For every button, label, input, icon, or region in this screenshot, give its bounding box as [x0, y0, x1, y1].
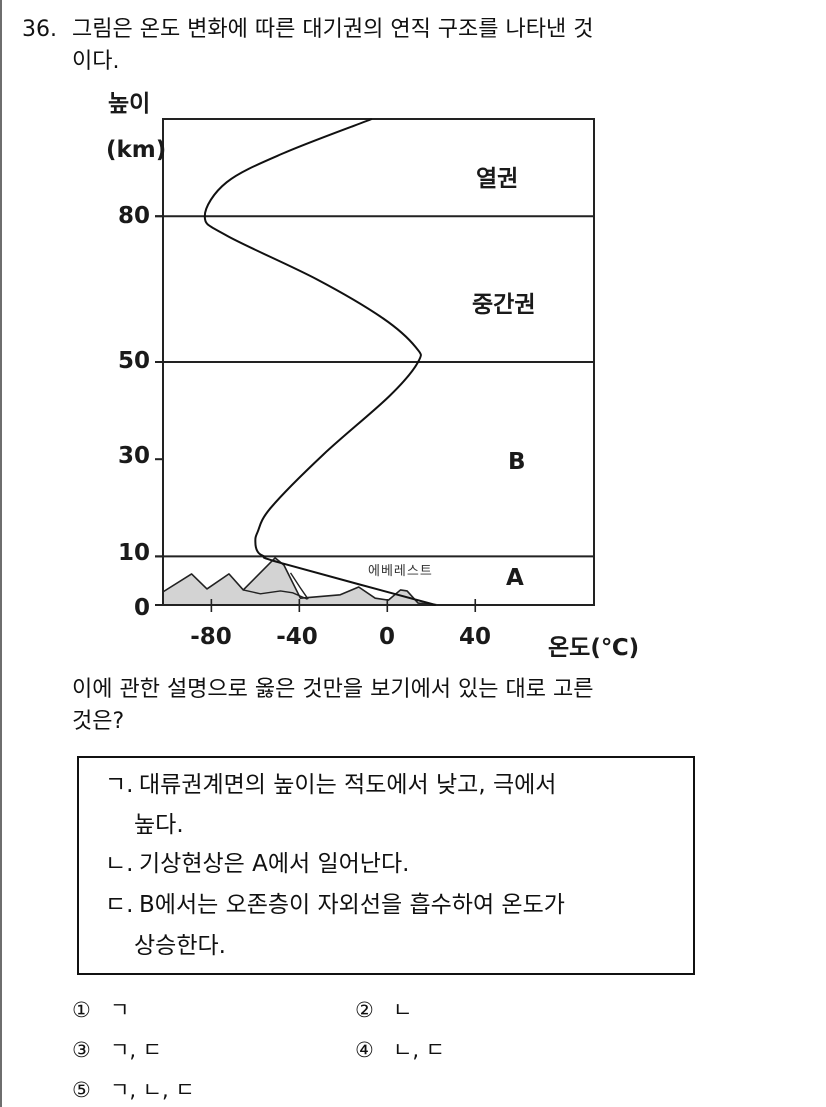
- y-axis-unit: (km): [106, 137, 167, 163]
- choice-3-text: ㄱ, ㄷ: [110, 1038, 162, 1062]
- mountain-profile: [162, 557, 441, 606]
- question-prompt-line2: 것은?: [72, 709, 125, 734]
- mountain-ridge-line: [289, 572, 309, 600]
- x-tick-label-40: 40: [458, 624, 491, 650]
- choice-1-text: ㄱ: [110, 998, 130, 1022]
- choice-4-text: ㄴ, ㄷ: [393, 1038, 445, 1062]
- mountain-ridge-line: [243, 589, 308, 600]
- everest-annotation: 에베레스트: [368, 564, 433, 579]
- choice-3-number: ③: [72, 1038, 91, 1062]
- question-stem-line1: 그림은 온도 변화에 따른 대기권의 연직 구조를 나타낸 것: [72, 17, 594, 42]
- choice-4[interactable]: ④ ㄴ, ㄷ: [355, 1037, 445, 1063]
- choice-5[interactable]: ⑤ ㄱ, ㄴ, ㄷ: [72, 1077, 195, 1103]
- question-stem-line2: 이다.: [72, 49, 120, 74]
- statement-marker-nieun: ㄴ.: [105, 851, 134, 877]
- choice-3[interactable]: ③ ㄱ, ㄷ: [72, 1037, 162, 1063]
- temperature-curve: [203, 118, 436, 606]
- x-tick-label-0: 0: [378, 624, 395, 650]
- y-tick-label-0: 0: [133, 595, 150, 621]
- y-tick-label-50: 50: [117, 348, 150, 374]
- choice-2-number: ②: [355, 998, 374, 1022]
- y-tick-label-30: 30: [117, 443, 150, 469]
- statement-giyeok-line1: 대류권계면의 높이는 적도에서 낮고, 극에서: [139, 772, 557, 798]
- question-prompt-line1: 이에 관한 설명으로 옳은 것만을 보기에서 있는 대로 고른: [72, 677, 594, 702]
- x-tick-label-minus80: -80: [190, 624, 232, 650]
- atmosphere-temperature-chart: [155, 118, 595, 612]
- choice-5-text: ㄱ, ㄴ, ㄷ: [110, 1078, 195, 1102]
- statement-giyeok-line2: 높다.: [134, 812, 184, 838]
- statement-marker-digeut: ㄷ.: [105, 892, 134, 918]
- x-axis-label: 온도(℃): [548, 635, 640, 661]
- region-label-a: A: [506, 565, 524, 591]
- statement-digeut-line1: B에서는 오존층이 자외선을 흡수하여 온도가: [139, 892, 565, 918]
- statement-digeut-line2: 상승한다.: [134, 933, 226, 959]
- axis-ticks: [155, 215, 477, 612]
- mountain-terrain: [162, 557, 441, 606]
- y-axis-label: 높이: [108, 91, 151, 117]
- statements-box: ㄱ. 대류권계면의 높이는 적도에서 낮고, 극에서 높다. ㄴ. 기상현상은 …: [77, 756, 695, 975]
- statement-nieun-line1: 기상현상은 A에서 일어난다.: [139, 851, 410, 877]
- y-tick-label-80: 80: [117, 203, 150, 229]
- choice-1-number: ①: [72, 998, 91, 1022]
- page-left-border: [0, 0, 2, 1107]
- region-label-mesosphere: 중간권: [472, 292, 536, 318]
- y-tick-label-10: 10: [117, 540, 150, 566]
- region-label-thermosphere: 열권: [476, 166, 519, 192]
- layer-boundary-lines: [155, 215, 594, 558]
- x-tick-label-minus40: -40: [276, 624, 318, 650]
- question-number: 36.: [22, 17, 57, 42]
- choice-5-number: ⑤: [72, 1078, 91, 1102]
- choice-2-text: ㄴ: [393, 998, 413, 1022]
- region-label-b: B: [508, 449, 526, 475]
- choice-4-number: ④: [355, 1038, 374, 1062]
- statement-marker-giyeok: ㄱ.: [105, 772, 134, 798]
